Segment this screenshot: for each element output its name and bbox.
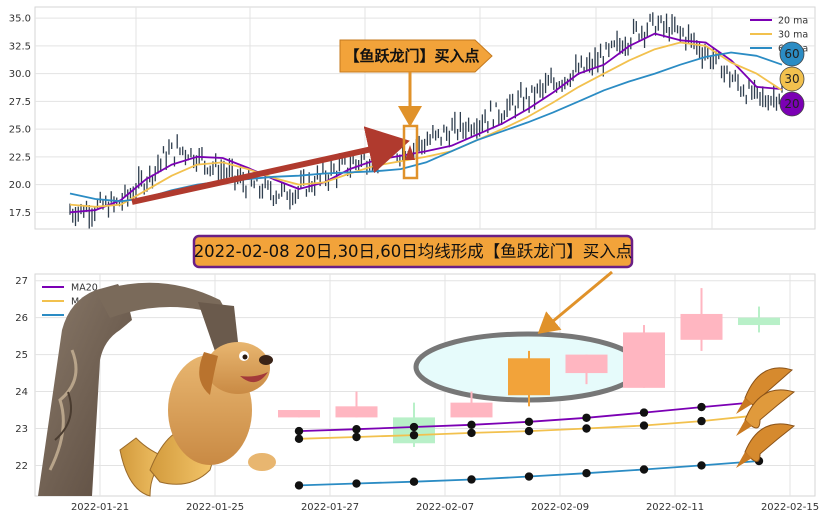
badge-30 <box>779 66 805 92</box>
bottom-legend-label: MA20 <box>71 283 98 294</box>
gate-arch <box>96 282 230 318</box>
candle-body <box>278 410 320 418</box>
candle-body <box>680 313 723 340</box>
candle-body <box>623 332 665 388</box>
ma-point <box>639 465 649 474</box>
candle-body <box>450 402 493 418</box>
ma-point <box>294 481 304 490</box>
ma-point <box>294 426 304 436</box>
dog-paw <box>248 453 276 471</box>
bottom-xtick-label: 2022-01-25 <box>186 502 244 513</box>
top-series-20-ma <box>69 32 783 214</box>
bottom-ytick-label: 23 <box>15 424 28 435</box>
badge-60-label: 60 <box>784 47 799 61</box>
dragon-gate-illustration <box>38 282 240 496</box>
callout-box <box>339 39 493 73</box>
candle-body <box>738 317 780 326</box>
top-ytick-label: 17.5 <box>9 208 31 219</box>
badge-30-label: 30 <box>784 72 799 86</box>
bottom-xtick-label: 2022-02-11 <box>646 502 704 513</box>
ma-point <box>409 422 419 432</box>
bottom-ytick-label: 22 <box>15 461 28 472</box>
dog-nose <box>259 355 273 365</box>
ma-point <box>639 408 649 417</box>
bottom-ytick-label: 27 <box>15 276 28 287</box>
ma-point <box>582 413 591 422</box>
top-legend-label: 20 ma <box>778 16 808 27</box>
ma-point <box>467 420 476 429</box>
badge-20-label: 20 <box>784 97 799 111</box>
top-ytick-label: 22.5 <box>9 152 31 163</box>
top-ytick-label: 27.5 <box>9 97 31 108</box>
badge-20 <box>779 91 805 117</box>
highlight-frame <box>402 124 419 180</box>
dog-mouth <box>240 372 268 383</box>
candle-body <box>508 358 550 396</box>
koi-fish-2 <box>736 389 796 436</box>
fish-dog-illustration <box>119 342 276 497</box>
top-series-30-ma <box>69 41 783 208</box>
top-grid <box>35 7 815 229</box>
ma-point <box>467 475 476 484</box>
bottom-xtick-label: 2022-02-09 <box>531 502 589 513</box>
ma-point <box>697 402 706 412</box>
ma-point <box>639 421 649 430</box>
bottom-xtick-label: 2022-01-27 <box>301 502 359 513</box>
ma-point <box>524 426 534 436</box>
callout-text: 【鱼跃龙门】买入点 <box>344 47 479 65</box>
top-ytick-label: 25.0 <box>9 125 31 136</box>
signal-banner: 2022-02-08 20日,30日,60日均线形成【鱼跃龙门】买入点 <box>192 234 634 269</box>
top-ytick-label: 20.0 <box>9 180 31 191</box>
highlight-pointer <box>537 270 613 334</box>
trend-arrow <box>131 126 410 205</box>
koi-fish-3 <box>736 423 796 468</box>
ma-point <box>409 477 419 486</box>
badge-60 <box>779 41 805 67</box>
ma-point <box>352 479 361 488</box>
candle-body <box>335 406 378 418</box>
top-ytick-label: 30.0 <box>9 69 31 80</box>
top-ytick-label: 35.0 <box>9 14 31 25</box>
koi-fish-group <box>736 367 796 468</box>
bottom-x-axis: 2022-01-21 2022-01-25 2022-01-27 2022-02-07… <box>71 502 819 513</box>
ma-point <box>352 425 361 434</box>
ma-point <box>697 461 706 470</box>
dog-head <box>206 342 270 394</box>
ma-point <box>582 469 591 478</box>
top-y-axis: 17.5 20.0 22.5 25.0 27.5 30.0 32.5 35.0 <box>9 14 31 219</box>
top-ytick-label: 32.5 <box>9 41 31 52</box>
bottom-xtick-label: 2022-01-21 <box>71 502 129 513</box>
dragon-carving <box>48 349 78 471</box>
candle-body <box>565 354 608 374</box>
dog-ear <box>199 352 218 395</box>
bottom-ytick-label: 24 <box>15 387 28 398</box>
dragon-carving-shadow <box>54 391 72 441</box>
ma-point <box>467 428 476 438</box>
ma-point <box>582 424 591 433</box>
bottom-ytick-label: 25 <box>15 350 28 361</box>
top-price-panel: 17.5 20.0 22.5 25.0 27.5 30.0 32.5 35.0 【鱼跃龙门】买… <box>9 6 816 230</box>
bottom-y-axis: 22 23 24 25 26 27 <box>15 276 28 472</box>
banner-text: 2022-02-08 20日,30日,60日均线形成【鱼跃龙门】买入点 <box>194 242 633 261</box>
bottom-ytick-label: 26 <box>15 313 28 324</box>
top-legend-label: 30 ma <box>778 30 808 41</box>
ma-point <box>524 417 534 427</box>
ma-point <box>524 472 534 481</box>
ma-point <box>697 416 706 426</box>
ma-point <box>294 434 304 444</box>
bottom-xtick-label: 2022-02-15 <box>761 502 819 513</box>
highlight-marker <box>405 145 415 160</box>
ma-point <box>409 430 419 440</box>
bottom-candles <box>278 288 780 447</box>
bottom-xtick-label: 2022-02-07 <box>416 502 474 513</box>
banner-box <box>192 234 634 269</box>
dog-pupil <box>242 354 248 360</box>
ma-badges: 60 30 20 <box>779 41 805 117</box>
ma-point <box>352 432 361 442</box>
